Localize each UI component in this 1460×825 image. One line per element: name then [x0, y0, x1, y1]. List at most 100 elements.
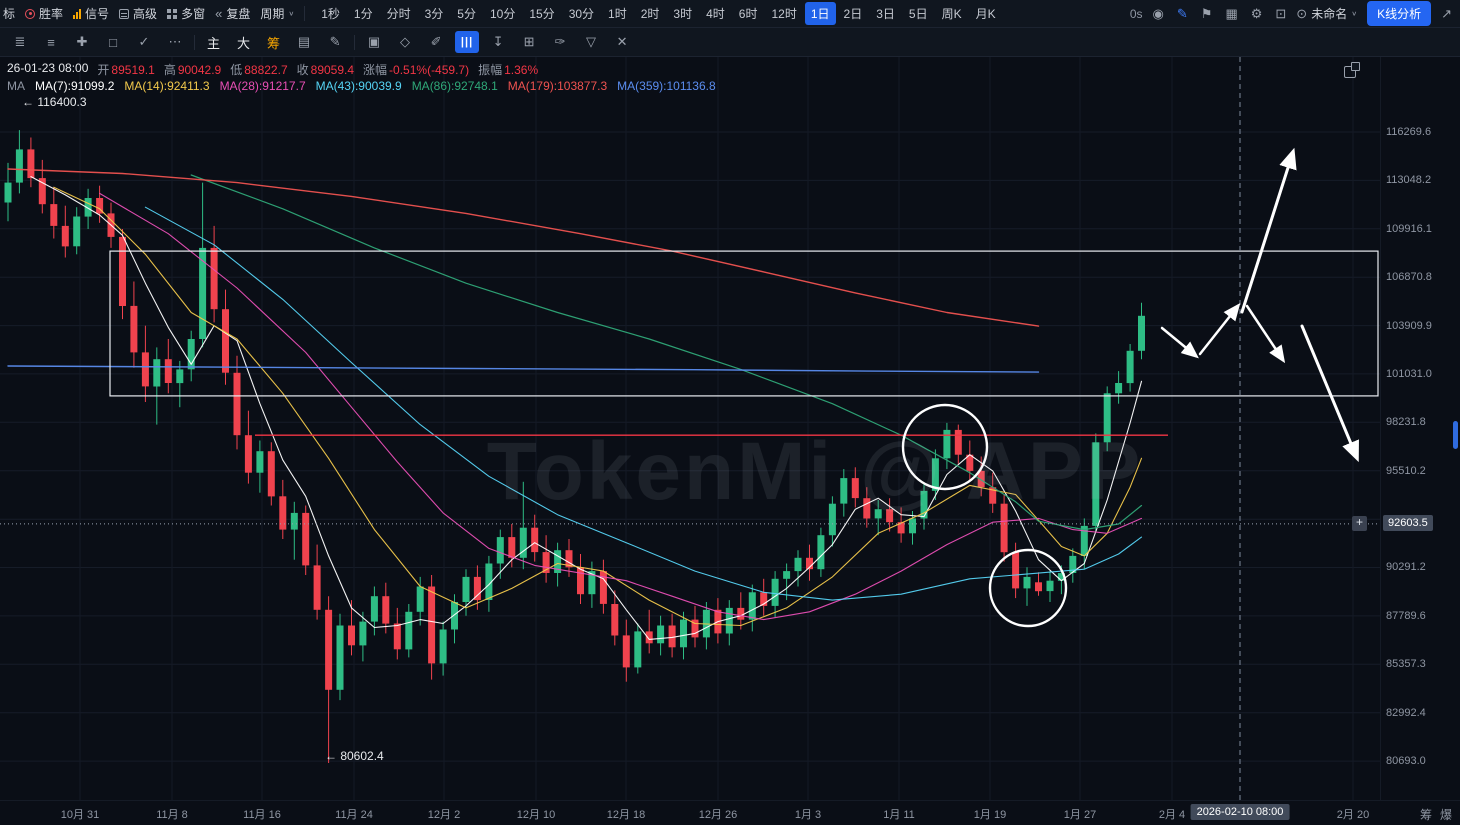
add-order-button[interactable]: + — [1352, 516, 1367, 531]
measure-tool-icon[interactable]: ◇ — [400, 34, 411, 49]
volume-profile-tool[interactable]: ||| — [455, 31, 480, 53]
x-axis-label: 2月 4 — [1158, 809, 1186, 821]
timeframe-分时[interactable]: 分时 — [386, 7, 411, 21]
price-marker-label-0: ← 116400.3 — [22, 95, 87, 109]
timeframe-12时[interactable]: 12时 — [771, 7, 797, 21]
main-chart-button[interactable]: 主 — [207, 35, 221, 51]
settings-icon[interactable]: ⚙ — [1250, 5, 1263, 21]
timeframe-3时[interactable]: 3时 — [673, 7, 693, 21]
timeframe-月K[interactable]: 月K — [975, 7, 996, 21]
large-view-button[interactable]: 大 — [237, 35, 251, 51]
timeframe-1分[interactable]: 1分 — [353, 7, 373, 21]
y-axis-label: 116269.6 — [1386, 126, 1432, 138]
chevron-down-icon: ∨ — [1351, 9, 1358, 18]
timeframe-4时[interactable]: 4时 — [706, 7, 725, 21]
camera-icon[interactable]: ◉ — [1152, 5, 1164, 21]
lines-menu-icon[interactable]: ≡ — [47, 34, 55, 50]
maximize-pane-icon[interactable] — [1344, 62, 1360, 78]
brush-tool-icon[interactable]: ✑ — [554, 34, 566, 49]
price-axis[interactable]: 116269.6 113048.2 109916.1 106870.8 103909.9… — [1380, 57, 1460, 800]
timeframe-3日[interactable]: 3日 — [876, 7, 895, 21]
low-value: 88822.7 — [244, 63, 288, 77]
filter-tool-icon[interactable]: ▽ — [586, 34, 597, 49]
timeframe-2时[interactable]: 2时 — [640, 7, 660, 21]
y-axis-label: 80693.0 — [1386, 755, 1426, 767]
y-axis-label: 113048.2 — [1386, 174, 1432, 186]
share-icon[interactable]: ↗ — [1441, 5, 1452, 21]
replay-button[interactable]: « 复盘 — [215, 5, 250, 22]
x-axis-label: 11月 24 — [335, 809, 373, 821]
kline-analysis-button[interactable]: K线分析 — [1367, 1, 1432, 26]
chips-overlay-toggle[interactable]: 筹 — [1419, 808, 1432, 822]
timeframe-30分[interactable]: 30分 — [568, 7, 595, 21]
timeframe-15分[interactable]: 15分 — [529, 7, 555, 21]
more-tools-icon[interactable]: ⋯ — [168, 34, 182, 49]
delete-tool-icon[interactable]: ✕ — [616, 34, 628, 49]
timeframe-10分[interactable]: 10分 — [489, 7, 516, 21]
candlestick-chart[interactable]: ← 116400.3 ← 80602.4 — [0, 57, 1380, 800]
bookmark-icon[interactable]: ⚑ — [1200, 5, 1213, 21]
drawn-arrow-3 — [1245, 304, 1286, 364]
doc-tool-icon[interactable]: ▤ — [297, 34, 311, 49]
burst-overlay-toggle[interactable]: 爆 — [1439, 808, 1452, 822]
period-dropdown[interactable]: 周期 ∨ — [260, 5, 294, 22]
price-chart-plot[interactable]: ← 116400.3 ← 80602.4 26-01-23 08:00 开 8951… — [0, 57, 1380, 800]
drawn-circle-0 — [901, 403, 989, 491]
x-axis-label: 1月 19 — [973, 809, 1007, 821]
drawing-toolbar: ≣ ≡ ✚ □ ✓ ⋯ 主大筹 ▤ ✎ ▣ ◇ ✐ ||| ↧ ⊞ ✑ ▽ ✕ — [0, 28, 1460, 57]
overlay-toggles: 筹 爆 — [1420, 806, 1452, 823]
time-axis[interactable]: 筹 爆 10月 31 11月 8 11月 16 11月 24 12月 2 12月 10 12… — [0, 800, 1460, 825]
timeframe-周K[interactable]: 周K — [941, 7, 962, 21]
divider — [194, 34, 195, 50]
clipped-indicator-button[interactable]: 标 — [3, 7, 16, 21]
signal-label: 信号 — [85, 7, 110, 21]
drawn-circle-1 — [988, 548, 1068, 628]
layout-dropdown[interactable]: ⊙ 未命名 ∨ — [1296, 5, 1357, 22]
rectangle-tool-icon[interactable]: □ — [109, 34, 117, 50]
edit-check-icon[interactable]: ✓ — [138, 34, 150, 49]
ma-legend: MA MA(7):91099.2 MA(14):92411.3 MA(28):912… — [7, 79, 716, 93]
y-axis-label: 95510.2 — [1386, 465, 1426, 477]
toolbar-right-icons: ◉ ✎ ⚑ ▦ ⚙ ⊡ — [1153, 6, 1287, 22]
timeframe-3分[interactable]: 3分 — [424, 7, 444, 21]
crosshair-tool-icon[interactable]: ✚ — [76, 34, 88, 49]
timeframe-2日[interactable]: 2日 — [843, 7, 863, 21]
multi-window-button[interactable]: 多窗 — [167, 5, 205, 22]
select-tool-icon[interactable]: ▣ — [367, 34, 381, 49]
y-axis-label: 101031.0 — [1386, 368, 1432, 380]
y-axis-label: 90291.2 — [1386, 561, 1426, 573]
ma-legend-item-0: MA(7):91099.2 — [35, 79, 115, 93]
timeframe-5日[interactable]: 5日 — [908, 7, 928, 21]
pencil-tool-icon[interactable]: ✐ — [430, 34, 442, 49]
timeframe-1秒[interactable]: 1秒 — [321, 7, 340, 21]
ma-legend-item-2: MA(28):91217.7 — [219, 79, 306, 93]
crosshair-date-label: 2026-02-10 08:00 — [1190, 804, 1290, 820]
timeframe-6时[interactable]: 6时 — [738, 7, 758, 21]
chips-button[interactable]: 筹 — [267, 35, 281, 51]
y-axis-label: 87789.6 — [1386, 610, 1426, 622]
replay-speed[interactable]: 0s — [1129, 6, 1143, 21]
save-tool-icon[interactable]: ↧ — [492, 34, 504, 49]
multi-window-label: 多窗 — [181, 7, 206, 21]
top-toolbar: 标 胜率 信号 高级 多窗 « 复盘 周期 ∨ 1秒 1分 分时 3分 5分 10分 15分… — [0, 0, 1460, 28]
win-rate-button[interactable]: 胜率 — [25, 5, 63, 22]
timeframe-1日[interactable]: 1日 — [804, 2, 836, 25]
divider — [304, 6, 306, 21]
timeframe-1时[interactable]: 1时 — [608, 7, 627, 21]
ma-legend-item-1: MA(14):92411.3 — [124, 79, 210, 93]
form-tool-icon[interactable]: ⊞ — [523, 34, 535, 49]
y-axis-label: 98231.8 — [1386, 416, 1426, 428]
advanced-button[interactable]: 高级 — [119, 5, 157, 22]
indicator-template-icon[interactable]: ≣ — [14, 34, 26, 49]
period-label: 周期 — [260, 7, 285, 21]
timeframe-5分[interactable]: 5分 — [457, 7, 476, 21]
signal-button[interactable]: 信号 — [73, 5, 109, 22]
draw-mode-icon[interactable]: ✎ — [1176, 5, 1188, 21]
pen-tool-icon[interactable]: ✎ — [329, 34, 341, 49]
fullscreen-icon[interactable]: ⊡ — [1275, 5, 1287, 21]
x-axis-label: 2月 20 — [1336, 809, 1370, 821]
win-rate-label: 胜率 — [39, 7, 64, 21]
image-icon[interactable]: ▦ — [1225, 5, 1238, 21]
chevron-down-icon: ∨ — [288, 9, 295, 18]
axis-scroll-handle[interactable] — [1453, 421, 1458, 449]
